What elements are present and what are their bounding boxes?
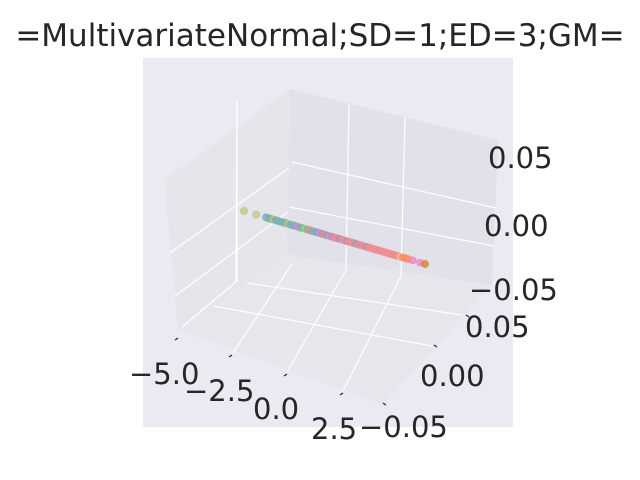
x-tick-label-3: 0.0 [253,392,299,426]
grid-back-x3 [400,116,406,277]
y-tick-mark-1 [382,402,387,406]
gridlines [169,100,497,392]
grid-back-z2 [288,206,495,247]
data-points [240,207,429,268]
x-tick-label-1: −5.0 [129,357,199,391]
data-point [408,256,417,265]
tick-marks [174,314,470,406]
grid-floor-x1 [181,281,237,328]
x-tick-mark-4 [339,392,344,396]
data-point [421,260,429,268]
grid-floor-y1 [212,305,433,347]
z-tick-label-1: −0.05 [469,273,558,307]
grid-floor-x2 [232,263,293,354]
chart-title: =MultivariateNormal;SD=1;ED=3;GM= [15,18,625,54]
grid-back-z1 [291,161,497,209]
x-tick-mark-3 [283,373,288,377]
z-tick-label-2: 0.00 [484,209,549,243]
x-tick-mark-2 [228,354,233,358]
data-point [252,210,261,219]
z-tick-label-3: 0.05 [488,141,553,175]
pane-floor [178,255,492,405]
data-point [240,207,248,215]
grid-floor-y2 [246,282,463,316]
y-tick-label-2: 0.00 [420,359,485,393]
grid-floor-x4 [342,275,402,392]
grid-left-z2 [174,211,289,297]
y-tick-label-3: 0.05 [465,310,530,344]
pane-left [164,89,290,330]
x-tick-label-2: −2.5 [184,374,254,408]
y-tick-label-1: −0.05 [359,410,448,444]
grid-left-z1 [169,167,290,254]
y-tick-mark-3 [465,314,470,318]
x-tick-mark-1 [174,337,179,341]
y-tick-mark-2 [433,344,438,348]
x-tick-label-4: 2.5 [311,412,357,446]
grid-floor-x3 [286,269,347,373]
